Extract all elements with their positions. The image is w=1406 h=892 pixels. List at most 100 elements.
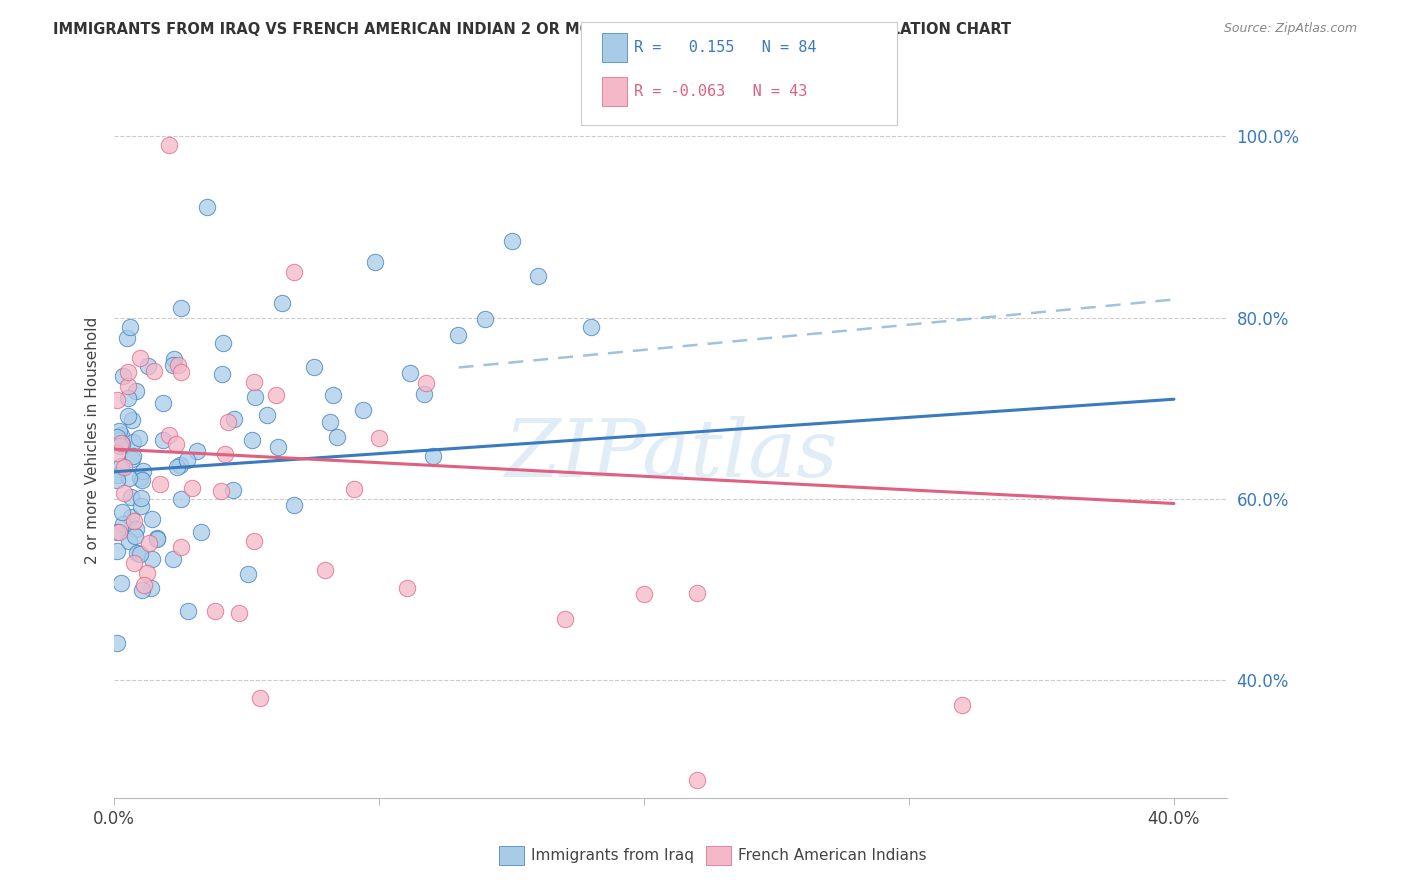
Point	[474, 312, 496, 326]
Point	[162, 358, 184, 372]
Point	[141, 552, 163, 566]
Point	[129, 547, 152, 561]
Point	[412, 387, 434, 401]
Point	[326, 430, 349, 444]
Point	[131, 583, 153, 598]
Point	[283, 498, 305, 512]
Point	[177, 604, 200, 618]
Point	[118, 533, 141, 548]
Point	[190, 524, 212, 539]
Point	[169, 301, 191, 315]
Point	[117, 409, 139, 423]
Point	[157, 428, 180, 442]
Point	[169, 458, 191, 472]
Point	[131, 491, 153, 506]
Point	[243, 375, 266, 389]
Point	[111, 437, 134, 451]
Point	[249, 691, 271, 706]
Point	[111, 369, 134, 384]
Point	[105, 474, 128, 488]
Point	[152, 434, 174, 448]
Point	[120, 510, 142, 524]
Point	[270, 295, 292, 310]
Point	[149, 476, 172, 491]
Point	[501, 234, 523, 248]
Point	[186, 444, 208, 458]
Point	[686, 585, 709, 599]
Point	[950, 698, 973, 712]
Point	[105, 392, 128, 407]
Point	[211, 368, 233, 382]
Point	[224, 411, 246, 425]
Point	[228, 606, 250, 620]
Point	[170, 541, 193, 555]
Point	[322, 388, 344, 402]
Point	[209, 483, 232, 498]
Point	[108, 524, 131, 539]
Point	[364, 255, 387, 269]
Point	[243, 390, 266, 404]
Point	[145, 531, 167, 545]
Point	[222, 483, 245, 497]
Point	[217, 415, 239, 429]
Point	[169, 365, 191, 379]
Point	[152, 395, 174, 409]
Point	[159, 138, 181, 153]
Point	[527, 268, 550, 283]
Point	[319, 415, 342, 429]
Point	[180, 481, 202, 495]
Point	[243, 534, 266, 549]
Text: Source: ZipAtlas.com: Source: ZipAtlas.com	[1223, 22, 1357, 36]
Point	[128, 431, 150, 445]
Point	[415, 376, 437, 391]
Text: Immigrants from Iraq: Immigrants from Iraq	[531, 848, 695, 863]
Point	[117, 392, 139, 406]
Point	[368, 431, 391, 445]
Point	[352, 402, 374, 417]
Point	[110, 575, 132, 590]
Point	[121, 412, 143, 426]
Point	[163, 351, 186, 366]
Point	[132, 577, 155, 591]
Point	[447, 328, 470, 343]
Point	[110, 427, 132, 442]
Point	[122, 449, 145, 463]
Point	[162, 552, 184, 566]
Point	[125, 522, 148, 536]
Point	[132, 464, 155, 478]
Point	[240, 433, 263, 447]
Point	[122, 514, 145, 528]
Text: ZIPatlas: ZIPatlas	[503, 416, 838, 493]
Point	[105, 446, 128, 460]
Point	[110, 435, 132, 450]
Point	[302, 359, 325, 374]
Point	[111, 505, 134, 519]
Point	[121, 452, 143, 467]
Point	[204, 604, 226, 618]
Point	[129, 499, 152, 513]
Point	[138, 535, 160, 549]
Point	[399, 367, 422, 381]
Point	[145, 533, 167, 547]
Point	[633, 587, 655, 601]
Text: French American Indians: French American Indians	[738, 848, 927, 863]
Point	[422, 449, 444, 463]
Point	[195, 200, 218, 214]
Point	[141, 512, 163, 526]
Text: R =   0.155   N = 84: R = 0.155 N = 84	[634, 40, 817, 55]
Point	[108, 439, 131, 453]
Point	[117, 365, 139, 379]
Point	[127, 546, 149, 560]
Point	[105, 468, 128, 483]
Point	[170, 491, 193, 506]
Text: IMMIGRANTS FROM IRAQ VS FRENCH AMERICAN INDIAN 2 OR MORE VEHICLES IN HOUSEHOLD C: IMMIGRANTS FROM IRAQ VS FRENCH AMERICAN …	[53, 22, 1011, 37]
Point	[112, 486, 135, 500]
Point	[125, 384, 148, 399]
Point	[105, 544, 128, 558]
Point	[110, 459, 132, 474]
Point	[579, 320, 602, 334]
Point	[143, 363, 166, 377]
Point	[212, 335, 235, 350]
Point	[166, 459, 188, 474]
Point	[122, 556, 145, 570]
